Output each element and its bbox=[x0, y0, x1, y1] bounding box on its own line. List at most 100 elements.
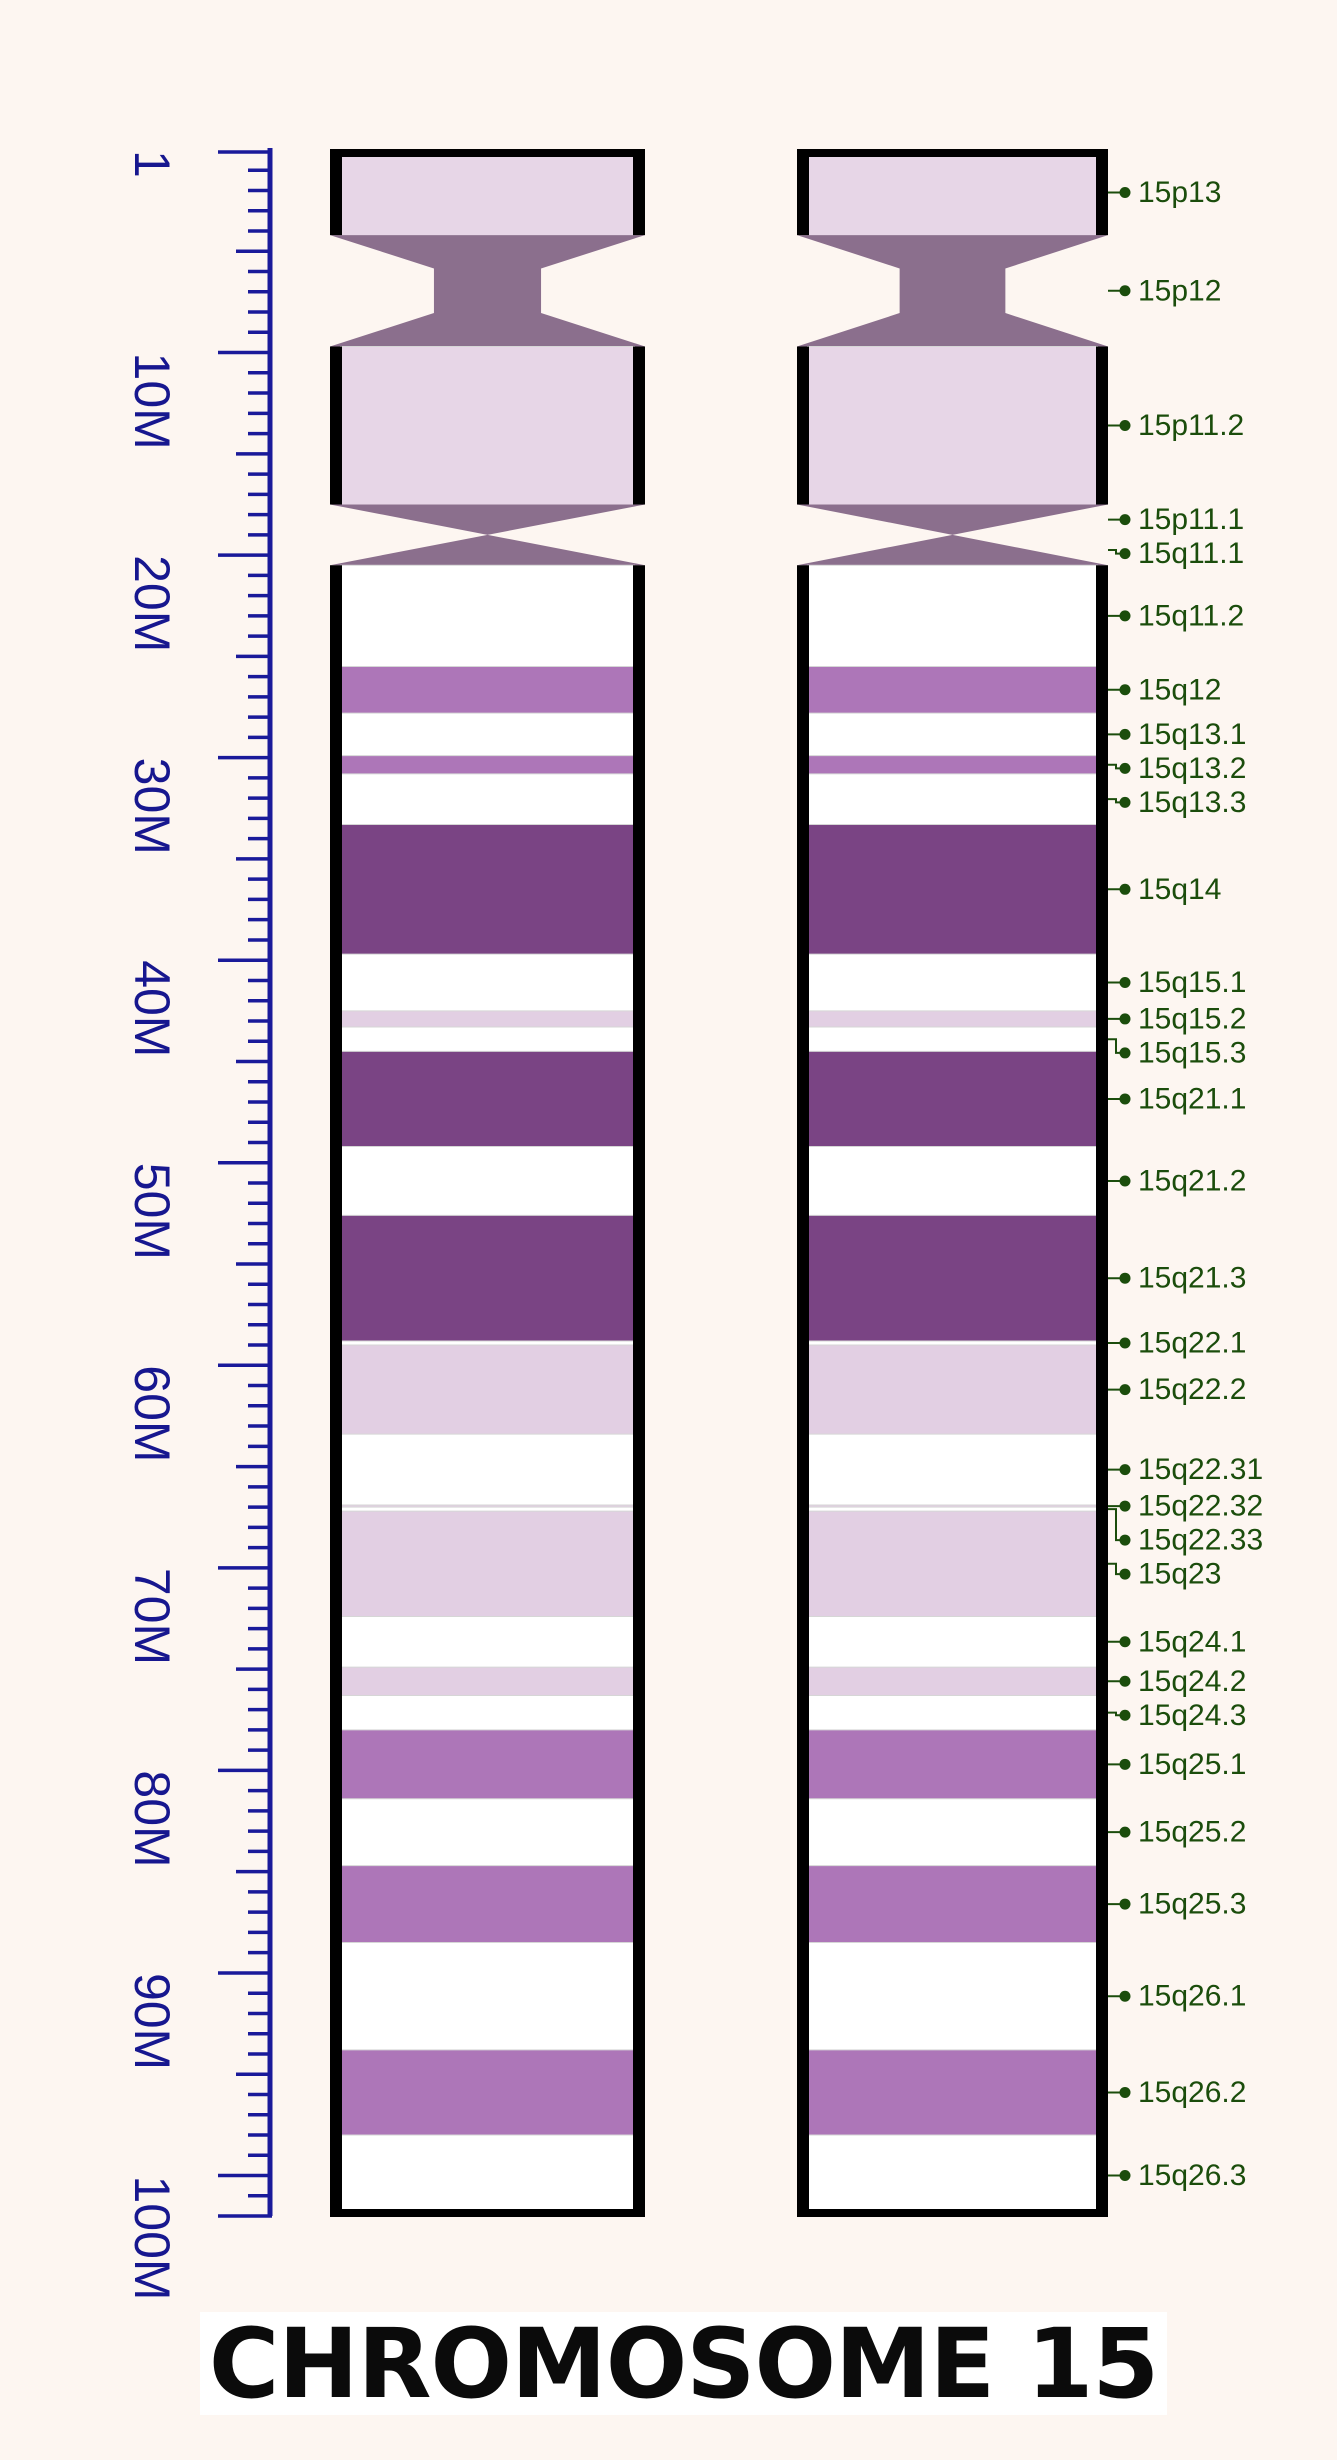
band-15q11-1 bbox=[330, 534, 645, 566]
label-dot bbox=[1119, 976, 1131, 988]
band-15q12 bbox=[807, 666, 1098, 714]
band-label: 15q26.2 bbox=[1138, 2076, 1246, 2109]
band-15q23 bbox=[807, 1511, 1098, 1617]
band-label-group: 15q22.31 bbox=[1108, 1453, 1263, 1486]
band-label: 15q23 bbox=[1138, 1558, 1221, 1591]
band-15q23 bbox=[340, 1511, 635, 1617]
band-15q22-1 bbox=[807, 1340, 1098, 1346]
band-15q24-2 bbox=[807, 1667, 1098, 1696]
band-label-group: 15q24.2 bbox=[1108, 1665, 1246, 1698]
label-dot bbox=[1119, 762, 1131, 774]
band-15q26-2 bbox=[807, 2049, 1098, 2135]
ruler-label: 90M bbox=[124, 1973, 180, 2070]
ruler-label: 70M bbox=[124, 1568, 180, 1665]
band-label-group: 15q26.2 bbox=[1108, 2076, 1246, 2109]
band-label-group: 15q22.2 bbox=[1108, 1373, 1246, 1406]
band-label: 15p11.1 bbox=[1138, 503, 1244, 536]
band-label: 15q22.2 bbox=[1138, 1373, 1246, 1406]
band-label-group: 15q25.2 bbox=[1108, 1816, 1246, 1849]
band-15q15-1 bbox=[807, 954, 1098, 1011]
band-15p12 bbox=[330, 235, 645, 347]
band-label-group: 15q13.3 bbox=[1108, 786, 1246, 819]
label-dot bbox=[1119, 684, 1131, 696]
band-label-group: 15q11.1 bbox=[1108, 537, 1244, 570]
position-ruler: 1 10M 20M 30M 40M 50M 60M 70M 80M 90M 100M bbox=[124, 148, 273, 2301]
band-15p11-2 bbox=[340, 346, 635, 505]
ruler-label: 10M bbox=[124, 353, 180, 450]
label-dot bbox=[1119, 1175, 1131, 1187]
band-15q13-3 bbox=[340, 773, 635, 825]
band-15q13-2 bbox=[807, 755, 1098, 774]
band-label: 15q25.1 bbox=[1138, 1748, 1246, 1781]
band-label: 15q26.3 bbox=[1138, 2159, 1246, 2192]
label-dot bbox=[1119, 1675, 1131, 1687]
band-label: 15q21.2 bbox=[1138, 1164, 1246, 1197]
label-dot bbox=[1119, 2169, 1131, 2181]
band-label-group: 15q24.1 bbox=[1108, 1625, 1246, 1658]
band-15q22-1 bbox=[340, 1340, 635, 1346]
band-label-group: 15p12 bbox=[1108, 274, 1221, 307]
band-15q13-2 bbox=[340, 755, 635, 774]
band-15q25-2 bbox=[807, 1798, 1098, 1866]
band-label-group: 15q25.1 bbox=[1108, 1748, 1246, 1781]
title-banner: CHROMOSOME 15 bbox=[200, 2312, 1167, 2415]
band-15q25-3 bbox=[807, 1865, 1098, 1943]
band-label-group: 15q22.32 bbox=[1108, 1490, 1263, 1523]
label-dot bbox=[1119, 548, 1131, 560]
band-label-group: 15q12 bbox=[1108, 673, 1221, 706]
label-dot bbox=[1119, 1709, 1131, 1721]
band-15q21-3 bbox=[340, 1215, 635, 1341]
band-label-group: 15q22.1 bbox=[1108, 1327, 1246, 1360]
band-15q22-31 bbox=[807, 1434, 1098, 1506]
band-label-group: 15p11.2 bbox=[1108, 409, 1244, 442]
band-label: 15q22.33 bbox=[1138, 1524, 1263, 1557]
band-15q22-31 bbox=[340, 1434, 635, 1506]
band-15q25-2 bbox=[340, 1798, 635, 1866]
band-15q22-32 bbox=[807, 1505, 1098, 1508]
band-label: 15q15.3 bbox=[1138, 1036, 1246, 1069]
ruler-label: 20M bbox=[124, 555, 180, 652]
band-label-group: 15q21.2 bbox=[1108, 1164, 1246, 1197]
band-label: 15q15.1 bbox=[1138, 966, 1246, 999]
label-dot bbox=[1119, 1384, 1131, 1396]
label-dot bbox=[1119, 610, 1131, 622]
label-dot bbox=[1119, 1534, 1131, 1546]
band-15q25-1 bbox=[807, 1729, 1098, 1799]
band-15q11-1 bbox=[797, 534, 1108, 566]
ruler-label: 40M bbox=[124, 960, 180, 1057]
band-15q22-33 bbox=[807, 1507, 1098, 1512]
band-15q21-2 bbox=[807, 1146, 1098, 1216]
band-15p11-1 bbox=[797, 504, 1108, 535]
band-15q26-2 bbox=[340, 2049, 635, 2135]
label-dot bbox=[1119, 1758, 1131, 1770]
band-15p11-2 bbox=[807, 346, 1098, 505]
band-label-group: 15q13.2 bbox=[1108, 752, 1246, 785]
band-label-group: 15p11.1 bbox=[1108, 503, 1244, 536]
band-15q26-3 bbox=[807, 2134, 1098, 2216]
band-15q21-1 bbox=[340, 1051, 635, 1147]
band-15q11-2 bbox=[340, 565, 635, 667]
ruler-label: 80M bbox=[124, 1770, 180, 1867]
band-15q13-1 bbox=[340, 713, 635, 756]
band-15q13-1 bbox=[807, 713, 1098, 756]
band-15p12 bbox=[797, 235, 1108, 347]
band-label-group: 15q26.1 bbox=[1108, 1980, 1246, 2013]
band-15q25-3 bbox=[340, 1865, 635, 1943]
band-label: 15q22.31 bbox=[1138, 1453, 1263, 1486]
left-chromosome bbox=[330, 149, 645, 2217]
band-15q15-2 bbox=[340, 1010, 635, 1028]
band-label: 15q12 bbox=[1138, 673, 1221, 706]
chromosome-title: CHROMOSOME 15 bbox=[208, 2307, 1159, 2420]
band-15q15-3 bbox=[807, 1027, 1098, 1052]
right-chromosome bbox=[797, 149, 1108, 2217]
band-15q24-3 bbox=[807, 1695, 1098, 1730]
ruler-label: 100M bbox=[124, 2175, 180, 2300]
band-15q21-2 bbox=[340, 1146, 635, 1216]
band-label: 15p11.2 bbox=[1138, 409, 1244, 442]
band-label: 15q13.3 bbox=[1138, 786, 1246, 819]
band-label-group: 15q15.3 bbox=[1108, 1036, 1246, 1069]
band-15q24-3 bbox=[340, 1695, 635, 1730]
band-15q15-1 bbox=[340, 954, 635, 1011]
band-label-group: 15q14 bbox=[1108, 873, 1221, 906]
label-dot bbox=[1119, 1464, 1131, 1476]
